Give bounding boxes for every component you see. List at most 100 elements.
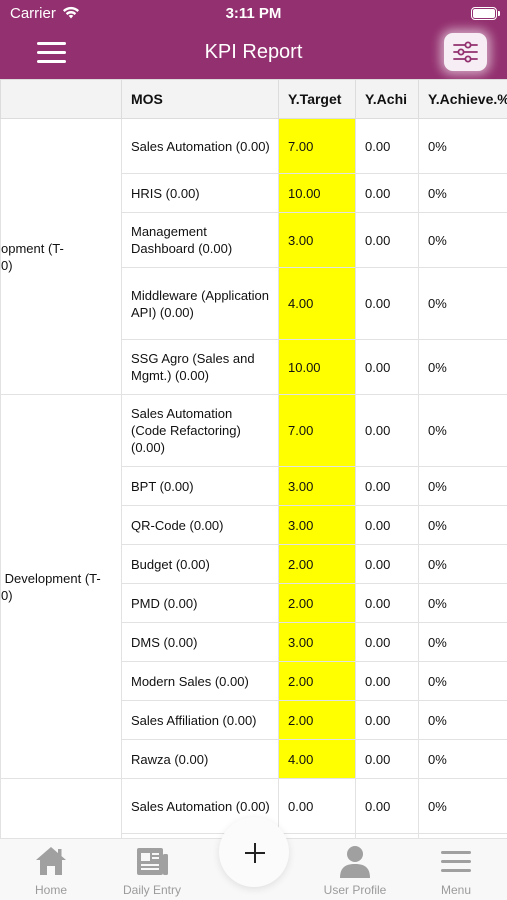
table-row: Management Dashboard (0.00) 3.00 0.00 0% [1, 212, 507, 268]
y-achi-cell: 0.00 [355, 505, 419, 545]
mos-cell: Sales Automation (0.00) [121, 118, 279, 174]
mos-cell: Management Dashboard (0.00) [121, 212, 279, 268]
column-header-y-target: Y.Target [278, 79, 356, 119]
y-achieve-pct-cell: 0% [418, 118, 507, 174]
y-target-cell: 7.00 [278, 118, 356, 174]
mos-cell: BPT (0.00) [121, 466, 279, 506]
newspaper-icon [137, 848, 168, 875]
y-achi-cell: 0.00 [355, 394, 419, 467]
y-target-cell: 3.00 [278, 466, 356, 506]
group-label: opment (T- 0) [1, 240, 64, 273]
group-label-cell [0, 778, 122, 838]
y-achieve-pct-cell: 0% [418, 661, 507, 701]
column-header-group [0, 79, 122, 119]
table-row: opment (T- 0) Sales Automation (0.00) 7.00… [0, 118, 507, 395]
mos-cell: Middleware (Application API) (0.00) [121, 267, 279, 340]
y-achi-cell: 0.00 [355, 739, 419, 779]
group-label-cell: opment (T- 0) [0, 118, 122, 395]
mos-cell: Sales Automation (0.00) [121, 778, 279, 834]
menu-icon [441, 851, 471, 872]
y-achi-cell: 0.00 [355, 173, 419, 213]
mos-cell: Budget (0.00) [121, 544, 279, 584]
y-achi-cell: 0.00 [355, 778, 419, 834]
table-row: Rawza (0.00) 4.00 0.00 0% [1, 739, 507, 779]
y-achi-cell: 0.00 [355, 212, 419, 268]
table-row: Modern Sales (0.00) 2.00 0.00 0% [1, 661, 507, 701]
y-achieve-pct-cell: 0% [418, 739, 507, 779]
y-achi-cell: 0.00 [355, 583, 419, 623]
tab-home[interactable]: Home [20, 839, 82, 900]
table-row: HRIS (0.00) 10.00 0.00 0% [1, 173, 507, 213]
tab-user-profile-label: User Profile [323, 883, 387, 897]
mos-cell: Sales Automation (Code Refactoring) (0.0… [121, 394, 279, 467]
mos-cell: PMD (0.00) [121, 583, 279, 623]
table-row: Budget (0.00) 2.00 0.00 0% [1, 544, 507, 584]
table-row: Development (T- 0) Sales Automation (Code… [0, 394, 507, 779]
y-achi-cell: 0.00 [355, 339, 419, 395]
tab-menu-label: Menu [440, 883, 472, 897]
y-target-cell: 4.00 [278, 739, 356, 779]
y-achieve-pct-cell: 0% [418, 778, 507, 834]
table-row: QR-Code (0.00) 3.00 0.00 0% [1, 505, 507, 545]
y-target-cell: 3.00 [278, 212, 356, 268]
table-row [1, 833, 507, 838]
y-achi-cell: 0.00 [355, 544, 419, 584]
y-target-cell: 2.00 [278, 700, 356, 740]
y-target-cell: 3.00 [278, 622, 356, 662]
kpi-table: MOS Y.Target Y.Achi Y.Achieve.% opment (… [0, 79, 507, 838]
table-row: Middleware (Application API) (0.00) 4.00 0… [1, 267, 507, 340]
tab-daily-entry-label: Daily Entry [122, 883, 181, 897]
mos-cell: Rawza (0.00) [121, 739, 279, 779]
tab-menu[interactable]: Menu [426, 839, 486, 900]
y-target-cell: 10.00 [278, 173, 356, 213]
kpi-table-container[interactable]: MOS Y.Target Y.Achi Y.Achieve.% opment (… [0, 79, 507, 838]
y-achieve-pct-cell: 0% [418, 394, 507, 467]
sliders-icon [453, 41, 478, 63]
y-achi-cell: 0.00 [355, 267, 419, 340]
hamburger-icon[interactable] [37, 42, 66, 64]
table-header-row: MOS Y.Target Y.Achi Y.Achieve.% [0, 79, 507, 119]
column-header-y-achi: Y.Achi [355, 79, 419, 119]
y-achieve-pct-cell: 0% [418, 505, 507, 545]
y-target-cell: 10.00 [278, 339, 356, 395]
y-achieve-pct-cell: 0% [418, 339, 507, 395]
y-target-cell: 2.00 [278, 661, 356, 701]
tab-user-profile[interactable]: User Profile [312, 839, 398, 900]
y-achi-cell: 0.00 [355, 661, 419, 701]
table-row: Sales Automation (0.00) 0.00 0.00 0% [0, 778, 507, 838]
table-row: PMD (0.00) 2.00 0.00 0% [1, 583, 507, 623]
y-target-cell: 2.00 [278, 583, 356, 623]
y-achi-cell: 0.00 [355, 622, 419, 662]
y-achieve-pct-cell: 0% [418, 173, 507, 213]
battery-icon [471, 7, 500, 20]
app-header-bar: Carrier 3:11 PM KPI Report [0, 0, 507, 79]
add-button[interactable] [219, 817, 289, 887]
group-label: Development (T- 0) [1, 570, 101, 603]
y-achi-cell: 0.00 [355, 466, 419, 506]
y-achieve-pct-cell: 0% [418, 212, 507, 268]
y-achi-cell: 0.00 [355, 118, 419, 174]
wifi-icon [63, 6, 79, 19]
mos-cell: QR-Code (0.00) [121, 505, 279, 545]
y-target-cell: 3.00 [278, 505, 356, 545]
y-target-cell: 7.00 [278, 394, 356, 467]
y-achieve-pct-cell: 0% [418, 700, 507, 740]
tab-daily-entry[interactable]: Daily Entry [112, 839, 192, 900]
mos-cell: SSG Agro (Sales and Mgmt.) (0.00) [121, 339, 279, 395]
column-header-mos: MOS [121, 79, 279, 119]
user-icon [340, 846, 370, 878]
nav-header: KPI Report [0, 28, 507, 79]
mos-cell: HRIS (0.00) [121, 173, 279, 213]
table-row: Sales Affiliation (0.00) 2.00 0.00 0% [1, 700, 507, 740]
mos-cell: DMS (0.00) [121, 622, 279, 662]
carrier-label: Carrier [10, 5, 56, 22]
y-target-cell: 4.00 [278, 267, 356, 340]
y-achieve-pct-cell [418, 833, 507, 838]
filter-button[interactable] [444, 33, 487, 71]
y-target-cell: 0.00 [278, 778, 356, 834]
column-header-y-achieve-pct: Y.Achieve.% [418, 79, 507, 119]
home-icon [36, 847, 66, 875]
y-target-cell: 2.00 [278, 544, 356, 584]
y-achieve-pct-cell: 0% [418, 583, 507, 623]
group-label-cell: Development (T- 0) [0, 394, 122, 779]
